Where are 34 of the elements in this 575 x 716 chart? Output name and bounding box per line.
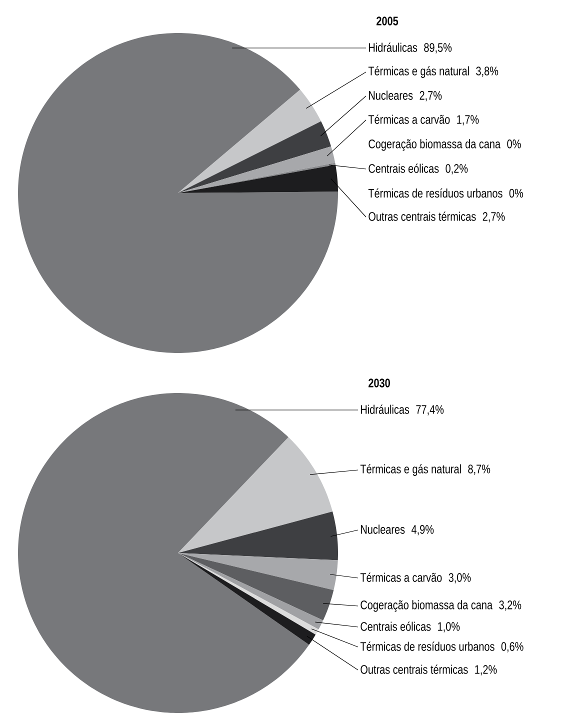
category-label: Cogeração biomassa da cana (368, 139, 501, 151)
data-label: 1,0% (438, 622, 460, 632)
data-label: 2,7% (420, 91, 442, 102)
slice-label: Hidráulicas (361, 404, 410, 414)
slice-label: Outras centrais térmicas (368, 212, 476, 221)
slice-label: Térmicas e gás natural (360, 464, 461, 476)
data-label: 1,7% (457, 115, 479, 126)
slice-label: Centrais eólicas (368, 164, 439, 173)
data-label: 0,6% (501, 642, 524, 652)
slice-label: Térmicas a carvão (360, 572, 442, 582)
slice-label: Nucleares (369, 90, 413, 100)
slice-label: Nucleares (361, 524, 405, 534)
category-label: Térmicas de resíduos urbanos (368, 188, 502, 198)
data-label: 3,0% (448, 573, 471, 584)
slice-label: Hidráulicas (369, 42, 418, 52)
slice-label: Outras centrais térmicas (360, 664, 468, 674)
slice-label: Térmicas a carvão (368, 114, 450, 124)
data-label: 89,5% (424, 43, 452, 54)
data-label: 8,7% (468, 464, 490, 475)
text: 0% (507, 140, 521, 148)
slice-label: Cogeração biomassa da cana (360, 600, 493, 612)
data-label: 1,2% (475, 665, 497, 676)
text: 0% (509, 188, 524, 198)
slice-label: Térmicas e gás natural (368, 66, 469, 78)
data-label: 3,8% (476, 66, 498, 77)
data-label: 77,4% (416, 405, 444, 416)
data-label: 3,2% (499, 600, 522, 611)
slice-label: Térmicas de resíduos urbanos (360, 642, 494, 651)
chart-title: 2030 (368, 378, 390, 388)
data-label: 2,7% (482, 212, 505, 222)
chart-title: 2005 (376, 16, 398, 26)
data-label: 0,2% (446, 164, 468, 174)
data-label: 4,9% (412, 525, 434, 536)
slice-label: Centrais eólicas (360, 622, 431, 631)
